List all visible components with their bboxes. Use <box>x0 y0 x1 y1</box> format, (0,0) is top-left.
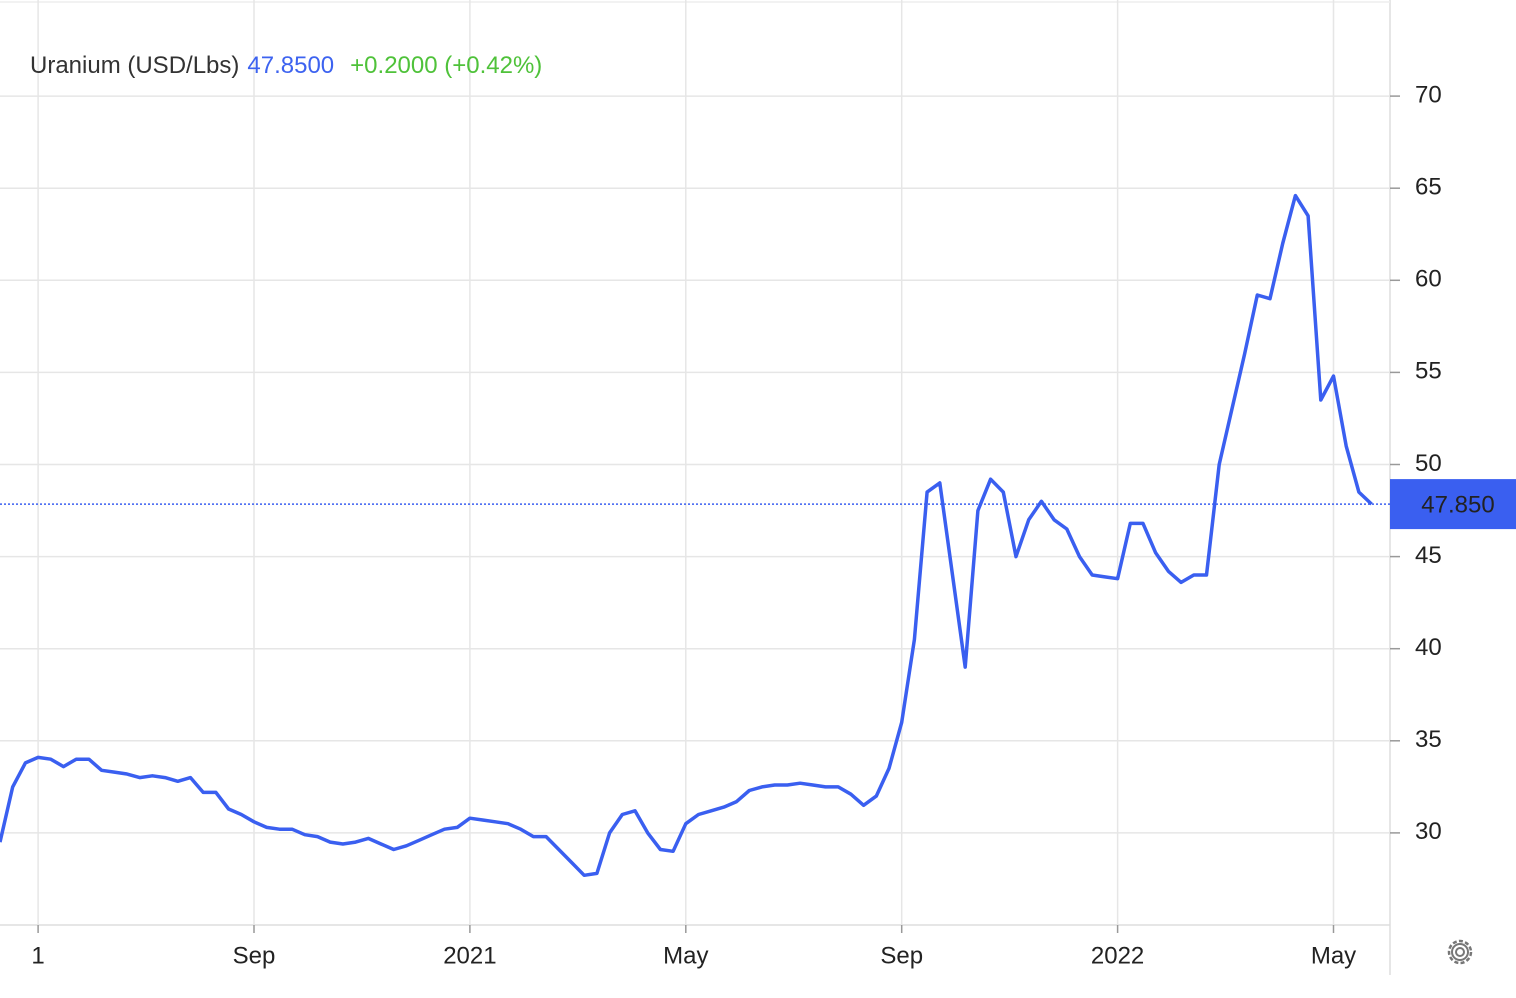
grid <box>0 0 1400 975</box>
plot: 30 35 40 45 50 55 60 65 70 1 Sep 2021 May Sep 2022 May 4… <box>0 81 1516 969</box>
change: +0.2000 (+0.42%) <box>350 52 542 79</box>
chart-title: Uranium (USD/Lbs) 47.8500 +0.2000 (+0.42%) <box>30 52 542 79</box>
y-tick-label: 45 <box>1415 542 1442 569</box>
y-tick-label: 55 <box>1415 358 1442 385</box>
y-tick-label: 50 <box>1415 450 1442 477</box>
x-tick-label: May <box>663 942 708 969</box>
y-tick-label: 35 <box>1415 726 1442 753</box>
price-marker-box <box>1390 479 1516 530</box>
x-tick-label: 1 <box>31 942 44 969</box>
title: Uranium (USD/Lbs) <box>30 52 239 79</box>
price-marker-label: 47.850 <box>1421 491 1494 518</box>
y-tick-label: 30 <box>1415 818 1442 845</box>
x-tick-label: 2022 <box>1091 942 1144 969</box>
price: 47.8500 <box>247 52 334 79</box>
y-tick-label: 65 <box>1415 174 1442 201</box>
price-line <box>0 193 1373 878</box>
x-tick-label: 2021 <box>443 942 496 969</box>
settings-icon[interactable] <box>1447 939 1473 965</box>
y-tick-label: 40 <box>1415 634 1442 661</box>
y-tick-label: 70 <box>1415 81 1442 108</box>
x-tick-label: Sep <box>233 942 276 969</box>
x-tick-label: May <box>1311 942 1356 969</box>
x-tick-label: Sep <box>880 942 923 969</box>
y-tick-label: 60 <box>1415 266 1442 293</box>
